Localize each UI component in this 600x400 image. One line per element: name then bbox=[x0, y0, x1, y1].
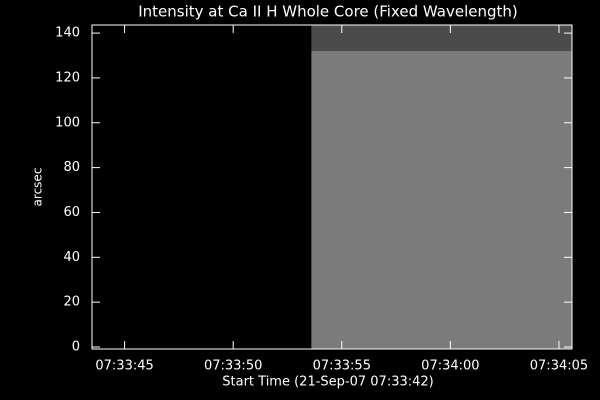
plot-frame bbox=[91, 24, 573, 350]
x-tick-label: 07:34:05 bbox=[530, 359, 588, 374]
y-tick-label: 100 bbox=[55, 115, 80, 130]
chart-title: Intensity at Ca II H Whole Core (Fixed W… bbox=[138, 3, 517, 21]
x-tick-label: 07:33:55 bbox=[313, 359, 371, 374]
y-tick-label: 140 bbox=[55, 26, 80, 41]
y-tick-label: 60 bbox=[63, 205, 80, 220]
y-tick-label: 120 bbox=[55, 70, 80, 85]
x-tick-label: 07:33:45 bbox=[95, 359, 153, 374]
image-region bbox=[311, 51, 572, 349]
y-tick-label: 80 bbox=[63, 160, 80, 175]
image-region bbox=[311, 25, 572, 52]
x-tick-label: 07:34:00 bbox=[421, 359, 479, 374]
y-tick-label: 20 bbox=[63, 295, 80, 310]
x-tick-label: 07:33:50 bbox=[204, 359, 262, 374]
x-axis-label: Start Time (21-Sep-07 07:33:42) bbox=[222, 375, 433, 390]
y-axis-label: arcsec bbox=[31, 168, 45, 207]
y-tick-label: 0 bbox=[72, 339, 80, 354]
y-tick-label: 40 bbox=[63, 250, 80, 265]
